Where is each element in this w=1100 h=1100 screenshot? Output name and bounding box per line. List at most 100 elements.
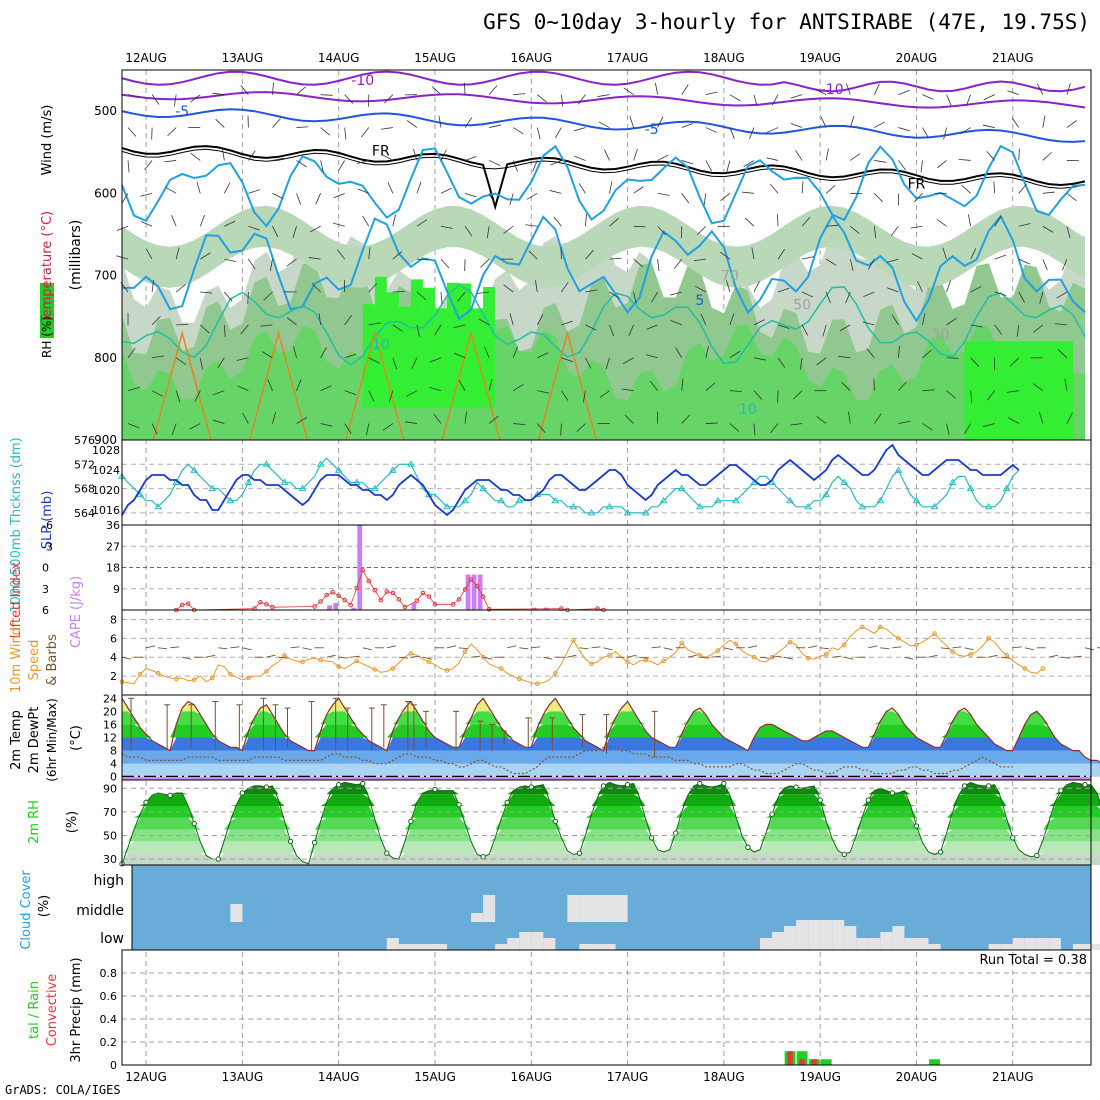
wind-barb: [967, 214, 972, 227]
contour-label: -5: [175, 104, 189, 120]
wind-speed-point: [408, 651, 414, 656]
wind-barb: [1018, 258, 1030, 265]
wind-barb: [272, 226, 279, 238]
wind-barb: [777, 287, 790, 293]
temperature-axis-label: Temperature (°C): [40, 211, 55, 324]
temperature-line: [121, 697, 1100, 763]
wind-barb: [311, 283, 321, 293]
wind-barb: [725, 280, 731, 293]
wind-barb: [525, 224, 538, 227]
wind-barb: [464, 156, 477, 161]
wind-barb: [681, 84, 689, 95]
minmax-axis-label: (6hr Min/Max): [45, 698, 59, 782]
wind-barb: [416, 219, 428, 227]
wind-speed-point: [228, 671, 233, 677]
precip-tick-label: 0.2: [100, 1036, 118, 1049]
wind-barb: [799, 357, 803, 370]
wind-barb: [406, 120, 418, 128]
wind-barb: [922, 389, 935, 392]
wind-barb: [720, 193, 731, 202]
lifted-index-point: [480, 594, 486, 599]
precip-tick-label: 0.6: [100, 990, 118, 1003]
wind-barb: [790, 123, 803, 128]
wind-barb: [936, 160, 947, 169]
wind-speed-point: [137, 671, 143, 677]
wind-barb: [532, 160, 538, 172]
surface-wind-barb: [302, 647, 312, 651]
rh-point: [745, 844, 751, 850]
wind-speed-point: [859, 624, 865, 630]
wind-speed-label: Speed: [27, 640, 42, 681]
low-cloud-bar: [495, 944, 508, 950]
rh-saturated-cell: [1036, 341, 1055, 440]
wind-barb: [605, 357, 610, 370]
wind-speed-point: [841, 642, 847, 648]
wind-barb: [272, 118, 281, 128]
wind-barb: [898, 345, 900, 358]
wind-barb: [609, 291, 620, 299]
rh-saturated-cell: [434, 308, 448, 408]
low-cloud-bar: [1012, 938, 1025, 950]
wind-barb: [384, 94, 394, 104]
wind-barb: [387, 182, 394, 194]
rh-saturated-cell: [1018, 341, 1037, 440]
wind-barb: [164, 160, 177, 163]
wind-barb: [416, 291, 427, 301]
wind-barb: [1039, 291, 1044, 304]
lifted-index-point: [360, 568, 366, 573]
wind-barb: [488, 378, 493, 391]
isotherm-plus10: [121, 283, 1086, 366]
wind-speed-point: [191, 677, 197, 683]
surface-wind-barb: [723, 647, 733, 651]
wind-barb: [681, 123, 694, 128]
rh-tick-label: 90: [103, 782, 117, 795]
surface-wind-barb: [1072, 655, 1082, 658]
wind-speed-point: [336, 664, 341, 669]
low-cloud-bar: [880, 932, 893, 950]
date-label-bottom: 20AUG: [896, 1070, 938, 1084]
rh-point: [961, 783, 968, 789]
thickness-marker: [966, 484, 975, 492]
wind-barb: [127, 347, 136, 359]
isotherm-plus15: [441, 330, 501, 441]
wind-barb: [296, 160, 307, 168]
lifted-index-point: [378, 597, 384, 603]
surface-wind-barb: [519, 647, 529, 650]
wind-barb: [528, 250, 538, 260]
wind-barb: [368, 357, 380, 364]
low-cloud-bar: [422, 944, 435, 950]
isotherm-minus5: [121, 108, 1086, 143]
low-cloud-bar: [832, 920, 845, 950]
wind-barb: [681, 193, 690, 204]
wind-speed-point: [896, 636, 901, 641]
date-label-top: 13AUG: [222, 51, 264, 65]
wind-barb: [847, 411, 851, 424]
lifted-index-point: [462, 587, 468, 592]
wind-barb: [573, 127, 586, 132]
surface-wind-barb: [1024, 647, 1034, 651]
temp-tick-label: 12: [103, 732, 117, 745]
low-cloud-bar: [507, 938, 520, 950]
rh-point: [1034, 852, 1040, 859]
contour-label: 5: [695, 293, 704, 309]
temp-band-3: [122, 724, 1100, 738]
wind-barb: [802, 256, 814, 260]
wind-barb: [286, 317, 297, 326]
wind-barb: [1018, 148, 1020, 161]
wind-speed-point: [697, 653, 703, 658]
wind-barb: [309, 225, 321, 233]
precip-frame: [121, 949, 1092, 1066]
low-cloud-bar: [916, 938, 929, 950]
wind-barb: [537, 390, 550, 394]
thickness-marker: [930, 502, 939, 510]
contour-label: FR: [372, 144, 390, 160]
low-cloud-bar: [1024, 938, 1037, 950]
wind-barb: [777, 324, 790, 329]
wind-barb: [248, 189, 260, 194]
isotherm-plus15: [248, 330, 309, 441]
wind-barb: [801, 216, 811, 227]
wind-barb: [994, 215, 1002, 227]
wind-barb: [649, 380, 658, 391]
wind-tick-label: 8: [110, 613, 117, 626]
precip-convective-label: Convective: [45, 974, 60, 1047]
